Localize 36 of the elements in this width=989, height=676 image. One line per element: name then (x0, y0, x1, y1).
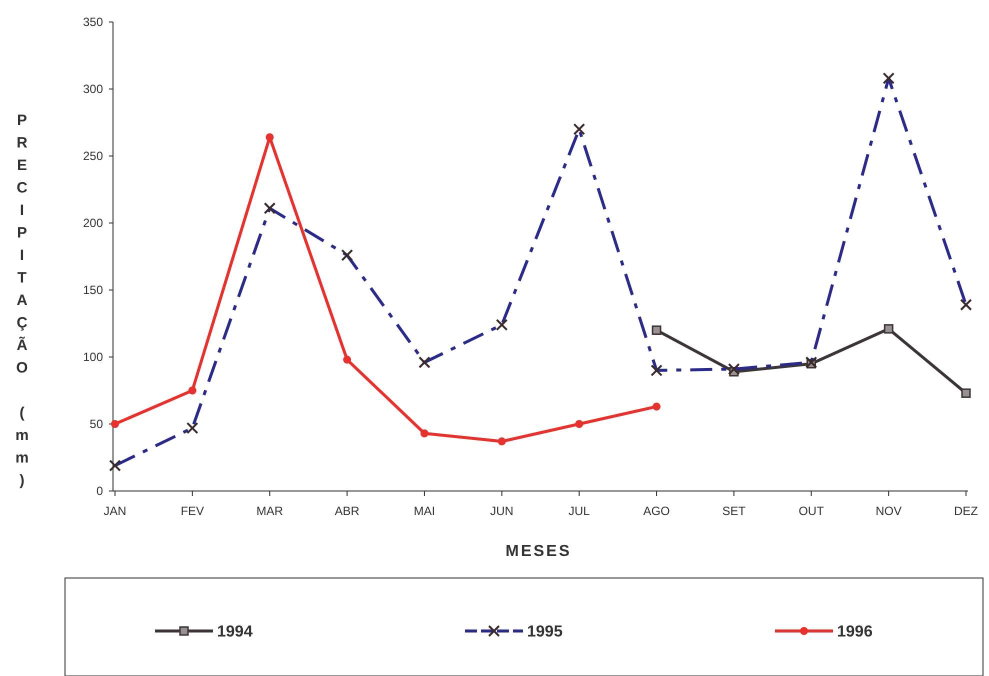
point (343, 356, 352, 364)
legend-label: 1996 (837, 624, 873, 641)
y-tick-label: 150 (82, 283, 104, 298)
x-tick-label: DEZ (954, 504, 978, 518)
point (420, 429, 428, 438)
x-tick-label: FEV (180, 504, 204, 518)
x-tick-label: ABR (334, 504, 360, 518)
x-tick-label: JUL (568, 504, 590, 518)
x-tick-label: MAI (414, 504, 436, 518)
point (266, 133, 274, 142)
x-axis-title: MESES (505, 543, 572, 560)
x-tick-label: JAN (104, 504, 126, 518)
x-tick-label: NOV (876, 504, 902, 518)
y-tick-label: 200 (82, 216, 104, 230)
y-tick-label: 350 (82, 15, 104, 30)
x-tick-label: AGO (643, 504, 670, 518)
point (575, 420, 584, 428)
x-tick-label: SET (722, 504, 746, 518)
point (961, 388, 971, 398)
point (652, 402, 661, 411)
point (111, 420, 119, 428)
y-axis-title: PRECIPITAÇÃO (mm) (14, 112, 30, 494)
point (652, 325, 662, 335)
point (884, 324, 894, 334)
x-tick-label: JUN (490, 504, 514, 518)
point (188, 386, 196, 394)
y-tick-label: 50 (90, 417, 104, 432)
y-tick-label: 250 (82, 149, 104, 164)
y-tick-label: 100 (82, 350, 104, 364)
x-tick-label: OUT (798, 504, 825, 518)
y-tick-label: 300 (82, 82, 104, 96)
legend-label: 1995 (527, 624, 563, 641)
legend-label: 1994 (217, 624, 253, 641)
point (498, 437, 506, 446)
x-tick-label: MAR (256, 504, 284, 518)
y-tick-label: 0 (96, 484, 104, 498)
